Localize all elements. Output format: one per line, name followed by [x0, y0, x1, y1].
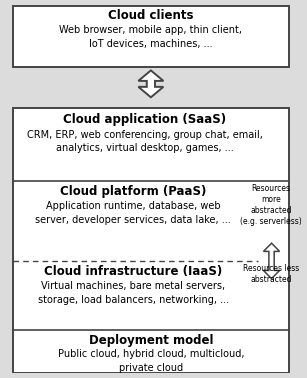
Text: Cloud infrastructure (IaaS): Cloud infrastructure (IaaS) — [44, 265, 222, 278]
Text: Application runtime, database, web
server, developer services, data lake, ...: Application runtime, database, web serve… — [35, 201, 231, 225]
Text: Cloud platform (PaaS): Cloud platform (PaaS) — [60, 185, 206, 198]
FancyBboxPatch shape — [13, 108, 289, 373]
Text: Deployment model: Deployment model — [89, 334, 213, 347]
FancyBboxPatch shape — [13, 6, 289, 67]
Polygon shape — [138, 70, 163, 97]
Text: Cloud clients: Cloud clients — [108, 9, 194, 22]
Text: Cloud application (SaaS): Cloud application (SaaS) — [64, 113, 227, 125]
Polygon shape — [263, 243, 280, 279]
Text: CRM, ERP, web conferencing, group chat, email,
analytics, virtual desktop, games: CRM, ERP, web conferencing, group chat, … — [27, 130, 263, 153]
Text: Virtual machines, bare metal servers,
storage, load balancers, networking, ...: Virtual machines, bare metal servers, st… — [38, 281, 229, 305]
Text: Resources
more
abstracted
(e.g. serverless): Resources more abstracted (e.g. serverle… — [240, 184, 302, 226]
Text: Public cloud, hybrid cloud, multicloud,
private cloud: Public cloud, hybrid cloud, multicloud, … — [58, 349, 244, 373]
Text: Web browser, mobile app, thin client,
IoT devices, machines, ...: Web browser, mobile app, thin client, Io… — [59, 25, 242, 49]
Text: Resources less
abstracted: Resources less abstracted — [243, 264, 299, 284]
